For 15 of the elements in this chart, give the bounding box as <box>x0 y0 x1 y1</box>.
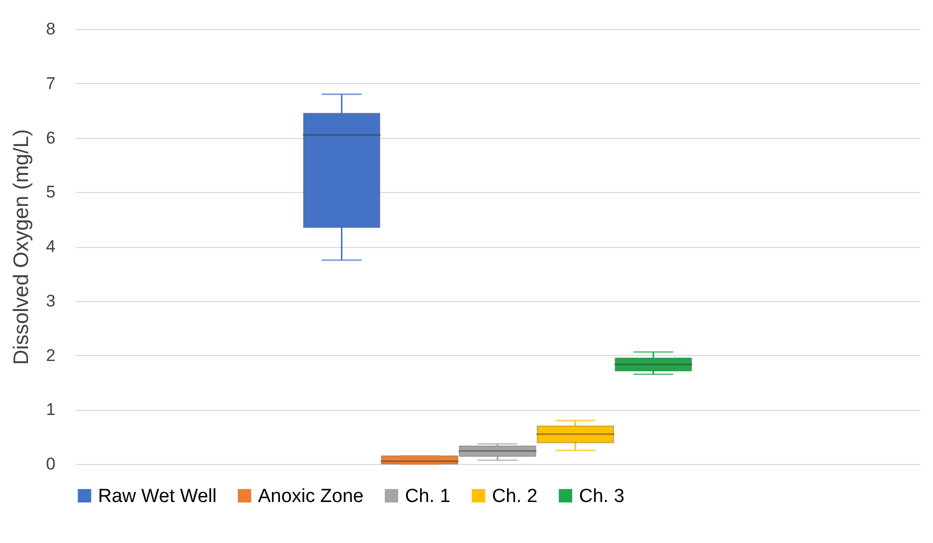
legend-label: Ch. 2 <box>492 486 538 507</box>
y-tick-label: 6 <box>46 128 56 148</box>
y-tick-label: 3 <box>46 291 56 310</box>
y-axis-title: Dissolved Oxygen (mg/L) <box>10 129 34 365</box>
y-tick-label: 4 <box>46 237 56 256</box>
y-tick-label: 1 <box>46 400 56 420</box>
legend-label: Raw Wet Well <box>98 486 217 507</box>
legend-label: Anoxic Zone <box>258 486 364 507</box>
y-tick-label: 8 <box>46 20 56 38</box>
y-tick-label: 2 <box>46 346 56 365</box>
legend-label: Ch. 1 <box>405 486 450 507</box>
y-tick-label: 7 <box>46 74 56 93</box>
y-tick-label: 0 <box>46 454 56 474</box>
y-tick-label: 5 <box>46 182 56 202</box>
legend-label: Ch. 3 <box>579 486 624 507</box>
